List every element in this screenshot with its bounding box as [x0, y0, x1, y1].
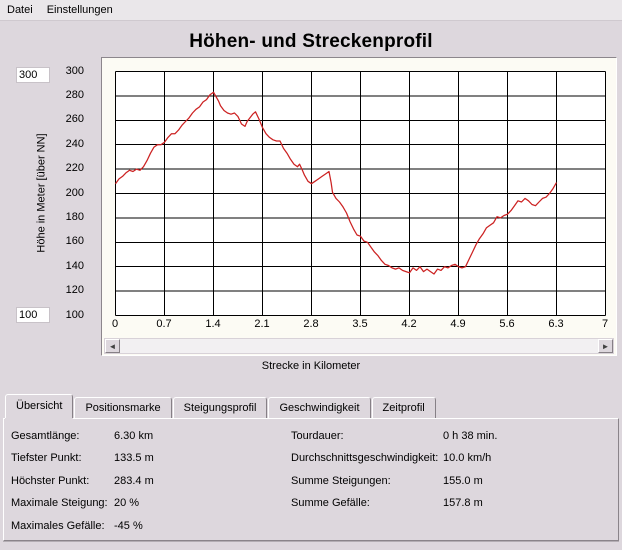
y-max-input[interactable] — [16, 67, 50, 83]
horizontal-scrollbar[interactable]: ◄ ► — [104, 338, 614, 354]
tab-4[interactable]: Zeitprofil — [371, 397, 436, 418]
stat-label: Tourdauer: — [291, 430, 344, 442]
y-axis-title: Höhe in Meter [über NN] — [36, 133, 48, 253]
stat-label: Summe Gefälle: — [291, 497, 370, 510]
y-min-input[interactable] — [16, 307, 50, 323]
stat-value: -45 % — [114, 519, 143, 532]
y-tick-label: 180 — [65, 210, 84, 223]
x-tick-label: 0 — [111, 318, 119, 330]
tab-strip: Übersicht Positionsmarke Steigungsprofil Ge… — [5, 394, 437, 418]
elevation-profile-plot — [115, 71, 606, 316]
y-tick-label: 280 — [65, 88, 84, 101]
x-axis-title: Strecke in Kilometer — [261, 360, 361, 372]
x-tick-label: 1.4 — [205, 318, 221, 330]
stat-value: 20 % — [114, 497, 140, 510]
x-tick-label: 4.9 — [450, 318, 466, 330]
y-tick-label: 100 — [65, 308, 84, 321]
stat-row: Tiefster Punkt: 133.5 m — [11, 449, 281, 471]
menu-item-0[interactable]: Datei — [7, 4, 33, 16]
stat-label: Summe Steigungen: — [291, 474, 391, 487]
x-tick-label: 0.7 — [156, 318, 172, 330]
stat-row: Durchschnittsgeschwindigkeit: 10.0 km/h — [291, 449, 611, 471]
y-tick-label: 300 — [65, 64, 84, 77]
stat-row: Summe Steigungen: 155.0 m — [291, 472, 611, 494]
x-tick-label: 2.8 — [303, 318, 319, 330]
stat-label: Maximales Gefälle: — [11, 519, 105, 532]
y-tick-label: 200 — [65, 186, 84, 199]
stat-label: Maximale Steigung: — [11, 497, 108, 510]
overview-tab-page: Gesamtlänge: 6.30 km Tiefster Punkt: 133.5 … — [3, 418, 619, 541]
tab-3[interactable]: Geschwindigkeit — [268, 397, 371, 418]
y-tick-label: 220 — [65, 162, 84, 175]
scrollbar-left-arrow-icon[interactable]: ◄ — [105, 339, 120, 353]
x-tick-label: 2.1 — [254, 318, 270, 330]
menu-item-1[interactable]: Einstellungen — [46, 4, 113, 16]
y-tick-label: 240 — [65, 137, 84, 150]
tab-2[interactable]: Steigungsprofil — [172, 397, 268, 418]
y-tick-label: 140 — [65, 259, 84, 272]
stat-row: Höchster Punkt: 283.4 m — [11, 472, 281, 494]
x-tick-label: 7 — [601, 318, 609, 330]
y-tick-label: 160 — [65, 235, 84, 248]
x-tick-label: 4.2 — [401, 318, 417, 330]
stat-value: 155.0 m — [443, 474, 483, 487]
stat-value: 283.4 m — [114, 474, 154, 487]
stat-value: 10.0 km/h — [443, 452, 492, 465]
stat-row: Gesamtlänge: 6.30 km — [11, 427, 281, 449]
stats-right-column: Tourdauer: 0 h 38 min. Durchschnittsgeschw… — [291, 427, 611, 517]
x-tick-label: 6.3 — [548, 318, 564, 330]
stat-label: Höchster Punkt: — [11, 474, 90, 487]
stat-label: Durchschnittsgeschwindigkeit: — [291, 452, 439, 465]
stat-row: Maximale Steigung: 20 % — [11, 494, 281, 516]
scrollbar-right-arrow-icon[interactable]: ► — [598, 339, 613, 353]
stats-left-column: Gesamtlänge: 6.30 km Tiefster Punkt: 133.5 … — [11, 427, 281, 539]
stat-label: Tiefster Punkt: — [11, 452, 82, 465]
x-tick-label: 3.5 — [352, 318, 368, 330]
y-tick-label: 120 — [65, 284, 84, 297]
stat-label: Gesamtlänge: — [11, 430, 80, 442]
stat-row: Summe Gefälle: 157.8 m — [291, 494, 611, 516]
stat-value: 6.30 km — [114, 430, 154, 442]
page-title: Höhen- und Streckenprofil — [189, 31, 433, 52]
elevation-line — [115, 91, 558, 275]
x-tick-label: 5.6 — [499, 318, 515, 330]
stat-row: Maximales Gefälle: -45 % — [11, 517, 281, 539]
stat-row: Tourdauer: 0 h 38 min. — [291, 427, 611, 449]
stat-value: 133.5 m — [114, 452, 154, 465]
menu-bar: Datei Einstellungen — [0, 0, 622, 21]
tab-1[interactable]: Positionsmarke — [74, 397, 172, 418]
tab-0[interactable]: Übersicht — [5, 394, 74, 418]
stat-value: 0 h 38 min. — [443, 430, 498, 442]
y-tick-label: 260 — [65, 113, 84, 126]
plot-grid — [115, 71, 606, 316]
stat-value: 157.8 m — [443, 497, 483, 510]
